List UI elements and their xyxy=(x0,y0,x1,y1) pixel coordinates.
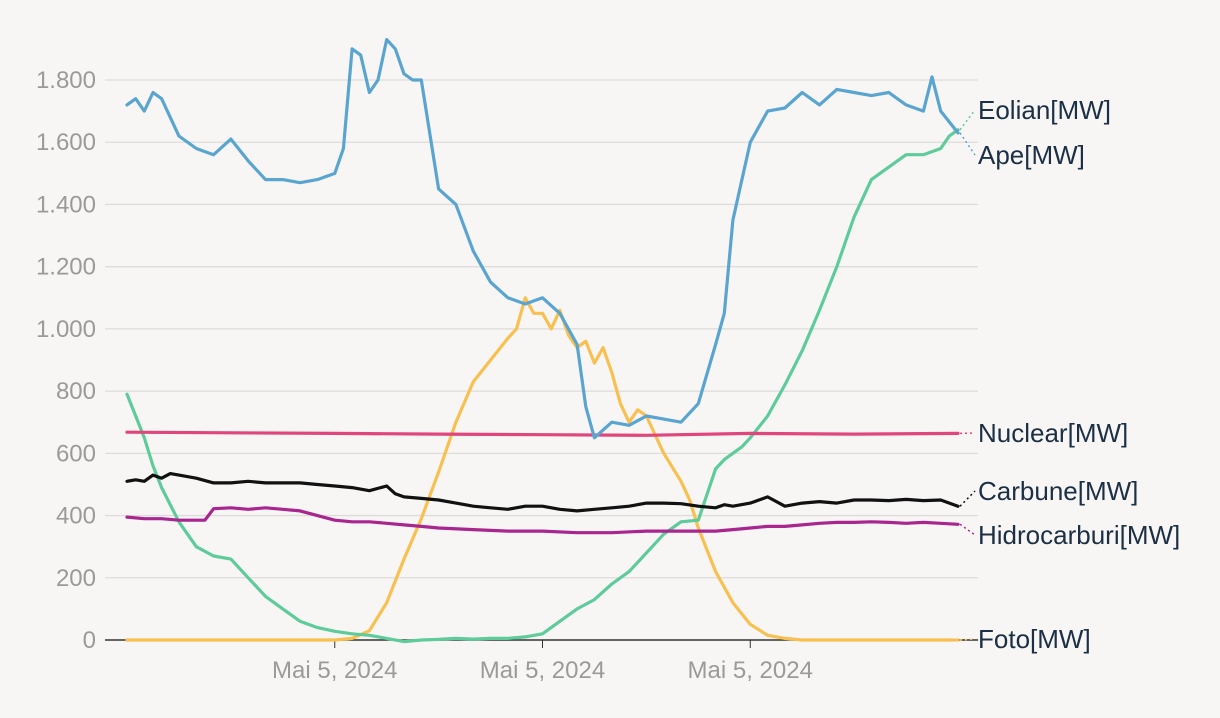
y-tick-label: 0 xyxy=(83,627,96,654)
label-leader-carbune xyxy=(959,490,976,507)
y-axis: 0 200 400 600 800 1.000 1.200 1.400 1.600 1.800 xyxy=(36,67,96,654)
y-tick-label: 1.600 xyxy=(36,129,96,156)
series-label-nuclear: Nuclear[MW] xyxy=(978,418,1128,448)
series-line-foto xyxy=(125,296,960,642)
y-tick-label: 1.200 xyxy=(36,254,96,281)
gridlines xyxy=(105,79,978,641)
y-tick-label: 1.400 xyxy=(36,191,96,218)
series-label-foto: Foto[MW] xyxy=(978,624,1091,654)
y-tick-label: 1.800 xyxy=(36,67,96,94)
y-tick-label: 200 xyxy=(56,565,96,592)
series-line-nuclear xyxy=(125,430,960,437)
series-line-ape xyxy=(125,37,960,440)
label-leader-ape xyxy=(959,132,976,156)
series-line-eolian xyxy=(125,128,960,644)
series-lines xyxy=(125,37,960,644)
x-tick-label: Mai 5, 2024 xyxy=(688,657,813,684)
label-leader-eolian xyxy=(959,109,976,131)
y-tick-label: 600 xyxy=(56,440,96,467)
series-line-hidrocarburi xyxy=(125,506,960,535)
y-tick-label: 800 xyxy=(56,378,96,405)
x-axis: Mai 5, 2024 Mai 5, 2024 Mai 5, 2024 xyxy=(272,640,813,684)
y-tick-label: 400 xyxy=(56,503,96,530)
label-leader-hidrocarburi xyxy=(959,523,976,536)
series-label-eolian: Eolian[MW] xyxy=(978,95,1111,125)
x-tick-label: Mai 5, 2024 xyxy=(272,657,397,684)
series-label-carbune: Carbune[MW] xyxy=(978,476,1138,506)
series-line-carbune xyxy=(125,472,960,513)
y-tick-label: 1.000 xyxy=(36,316,96,343)
series-label-hidrocarburi: Hidrocarburi[MW] xyxy=(978,520,1180,550)
series-labels: Eolian[MW] Ape[MW] Nuclear[MW] Carbune[MW] H… xyxy=(959,95,1180,654)
x-tick-label: Mai 5, 2024 xyxy=(480,657,605,684)
series-label-ape: Ape[MW] xyxy=(978,140,1085,170)
